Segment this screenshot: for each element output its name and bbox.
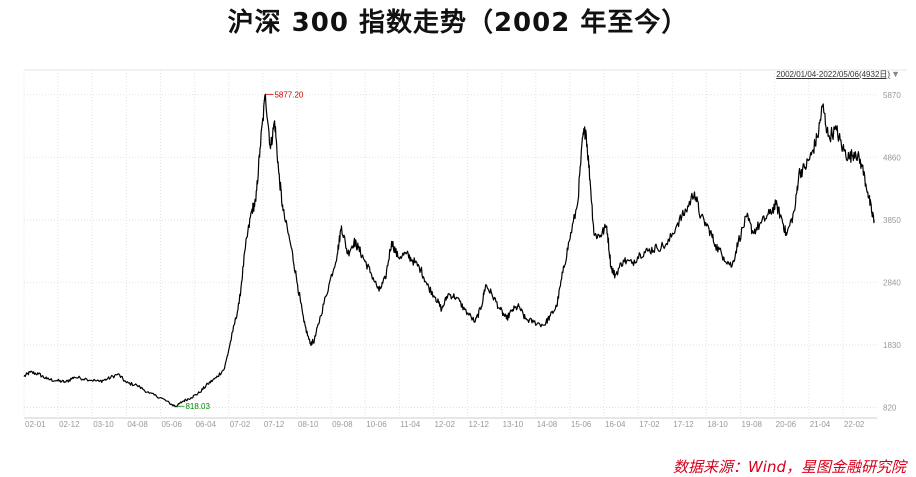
- x-tick-label: 12-12: [469, 420, 490, 429]
- y-tick-label: 3850: [883, 216, 901, 225]
- dropdown-triangle-icon: ▼: [891, 69, 900, 79]
- x-tick-label: 11-04: [400, 420, 420, 429]
- series-line: [23, 93, 875, 408]
- x-tick-label: 08-10: [298, 420, 319, 429]
- x-tick-label: 03-10: [93, 420, 114, 429]
- x-tick-label: 15-06: [571, 420, 592, 429]
- x-tick-label: 04-08: [127, 420, 148, 429]
- x-tick-label: 07-12: [264, 420, 285, 429]
- x-tick-label: 02-12: [59, 420, 80, 429]
- x-tick-label: 07-02: [230, 420, 251, 429]
- y-tick-label: 820: [883, 403, 897, 412]
- min-value-label: 818.03: [185, 402, 210, 411]
- x-tick-label: 22-02: [844, 420, 865, 429]
- x-tick-label: 13-10: [503, 420, 524, 429]
- x-tick-label: 21-04: [810, 420, 831, 429]
- x-tick-label: 20-06: [776, 420, 797, 429]
- x-axis-ticks: 02-01 02-12 03-10 04-08 05-06 06-04 07-02 07-12…: [25, 420, 865, 429]
- x-tick-label: 19-08: [742, 420, 763, 429]
- x-tick-label: 18-10: [707, 420, 728, 429]
- y-tick-label: 5870: [883, 91, 901, 100]
- chart-title: 沪深 300 指数走势（2002 年至今）: [227, 8, 689, 38]
- y-axis-ticks: 820 1830 2840 3850 4860 5870: [883, 91, 901, 413]
- x-tick-label: 06-04: [196, 420, 217, 429]
- y-tick-label: 2840: [883, 278, 901, 287]
- x-tick-label: 10-06: [366, 420, 387, 429]
- x-tick-label: 14-08: [537, 420, 558, 429]
- x-tick-label: 02-01: [25, 420, 46, 429]
- y-tick-label: 4860: [883, 153, 901, 162]
- date-range-text: 2002/01/04-2022/05/06(4932日): [776, 70, 891, 79]
- date-range-selector[interactable]: 2002/01/04-2022/05/06(4932日)▼: [776, 69, 900, 80]
- data-source-note: 数据来源：Wind，星图金融研究院: [672, 458, 906, 476]
- grid-lines: [23, 69, 907, 419]
- y-tick-label: 1830: [883, 341, 901, 350]
- x-tick-label: 09-08: [332, 420, 353, 429]
- x-tick-label: 16-04: [605, 420, 626, 429]
- max-value-label: 5877.20: [274, 90, 303, 99]
- x-tick-label: 05-06: [161, 420, 182, 429]
- x-tick-label: 12-02: [434, 420, 455, 429]
- x-tick-label: 17-02: [639, 420, 660, 429]
- x-tick-label: 17-12: [673, 420, 694, 429]
- extreme-annotations: 5877.20 818.03: [176, 90, 304, 411]
